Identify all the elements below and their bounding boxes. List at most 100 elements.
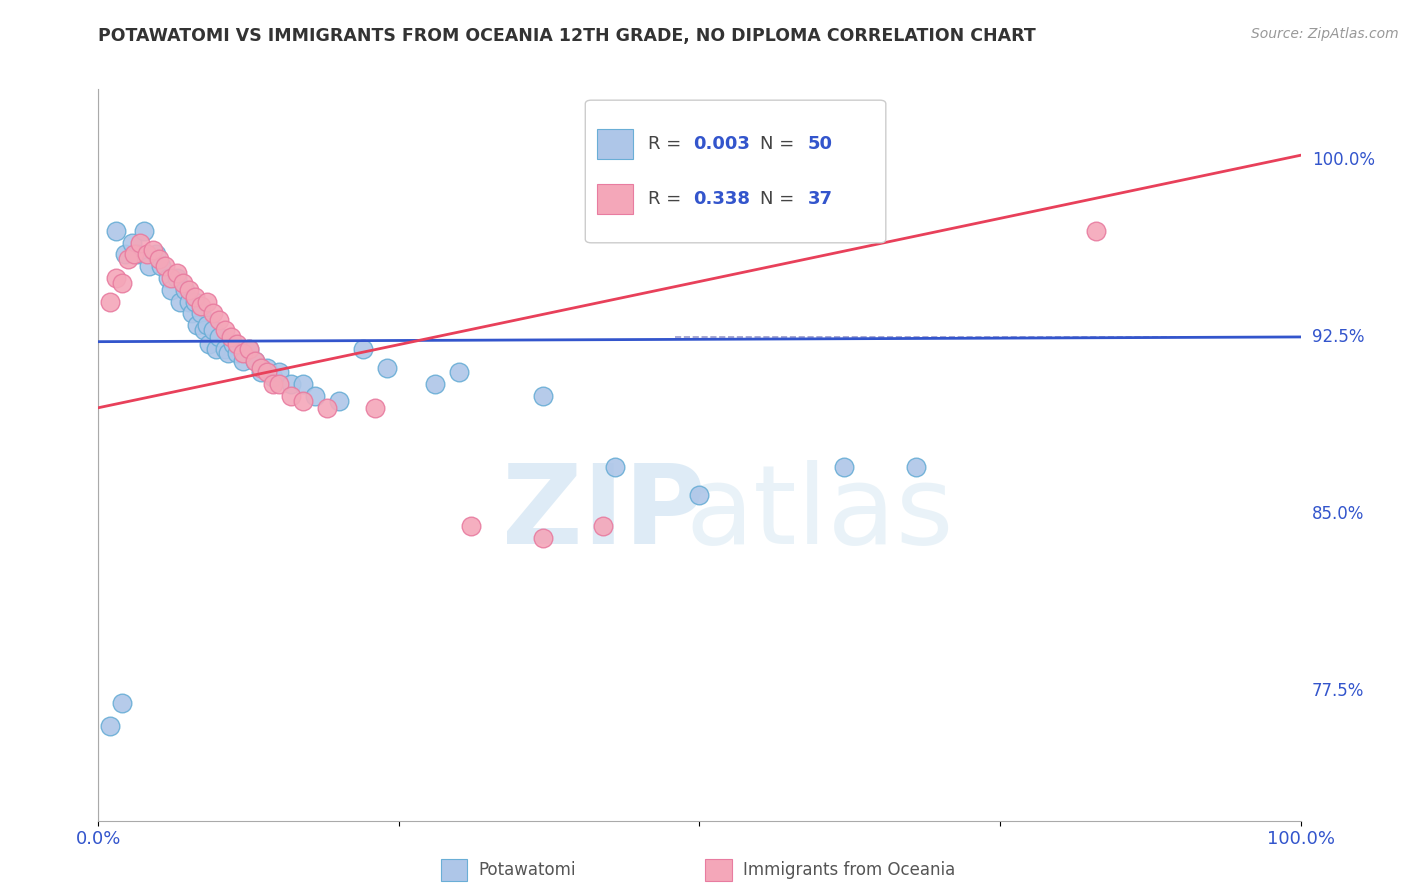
Point	[153, 259, 176, 273]
Text: 92.5%: 92.5%	[1312, 328, 1364, 346]
Point	[315, 401, 337, 415]
Point	[262, 377, 284, 392]
Point	[190, 306, 212, 320]
Point	[256, 360, 278, 375]
Point	[352, 342, 374, 356]
Point	[291, 377, 314, 392]
Point	[304, 389, 326, 403]
Point	[114, 247, 136, 261]
Point	[262, 370, 284, 384]
Point	[111, 696, 134, 710]
Point	[205, 342, 228, 356]
FancyBboxPatch shape	[706, 859, 733, 881]
Text: POTAWATOMI VS IMMIGRANTS FROM OCEANIA 12TH GRADE, NO DIPLOMA CORRELATION CHART: POTAWATOMI VS IMMIGRANTS FROM OCEANIA 12…	[98, 27, 1036, 45]
Point	[201, 323, 224, 337]
Point	[105, 224, 128, 238]
Text: ZIP: ZIP	[502, 460, 704, 567]
Text: 77.5%: 77.5%	[1312, 681, 1364, 700]
Point	[232, 353, 254, 368]
Point	[280, 377, 302, 392]
Point	[256, 365, 278, 379]
FancyBboxPatch shape	[598, 185, 633, 213]
Point	[208, 330, 231, 344]
Point	[217, 346, 239, 360]
Point	[249, 365, 271, 379]
Text: 0.003: 0.003	[693, 135, 751, 153]
Point	[243, 353, 266, 368]
Text: Source: ZipAtlas.com: Source: ZipAtlas.com	[1251, 27, 1399, 41]
Point	[225, 346, 247, 360]
Point	[267, 365, 290, 379]
Text: atlas: atlas	[686, 460, 953, 567]
Point	[291, 393, 314, 408]
Point	[460, 518, 482, 533]
Point	[238, 342, 260, 356]
Point	[166, 266, 188, 280]
Point	[100, 719, 122, 733]
Point	[219, 330, 242, 344]
Point	[904, 459, 927, 474]
Text: 0.338: 0.338	[693, 190, 751, 208]
Point	[232, 346, 254, 360]
Text: Immigrants from Oceania: Immigrants from Oceania	[742, 862, 955, 880]
Text: R =: R =	[648, 190, 686, 208]
Point	[201, 306, 224, 320]
Point	[174, 283, 197, 297]
Point	[166, 271, 188, 285]
Point	[531, 531, 554, 545]
Point	[190, 299, 212, 313]
Text: 85.0%: 85.0%	[1312, 505, 1364, 523]
Point	[148, 252, 170, 266]
Point	[121, 235, 143, 250]
Point	[117, 252, 139, 266]
Point	[177, 283, 200, 297]
Point	[181, 306, 204, 320]
Text: 100.0%: 100.0%	[1312, 151, 1375, 169]
Point	[186, 318, 208, 333]
FancyBboxPatch shape	[585, 100, 886, 243]
Point	[183, 294, 205, 309]
Point	[149, 259, 172, 273]
Text: N =: N =	[759, 135, 800, 153]
Point	[111, 276, 134, 290]
Point	[423, 377, 446, 392]
Point	[193, 323, 215, 337]
Point	[364, 401, 387, 415]
Point	[208, 313, 231, 327]
Point	[172, 276, 194, 290]
Point	[100, 294, 122, 309]
Text: Potawatomi: Potawatomi	[478, 862, 576, 880]
Point	[328, 393, 350, 408]
Point	[280, 389, 302, 403]
Point	[145, 247, 167, 261]
Point	[132, 224, 155, 238]
Point	[832, 459, 855, 474]
Point	[225, 337, 247, 351]
Point	[159, 283, 181, 297]
Point	[157, 271, 180, 285]
FancyBboxPatch shape	[441, 859, 467, 881]
Point	[375, 360, 398, 375]
Point	[124, 247, 146, 261]
Point	[214, 342, 236, 356]
Point	[531, 389, 554, 403]
Text: 50: 50	[807, 135, 832, 153]
Text: 37: 37	[807, 190, 832, 208]
Point	[198, 337, 221, 351]
Point	[135, 247, 157, 261]
Point	[214, 323, 236, 337]
Text: R =: R =	[648, 135, 686, 153]
Point	[1085, 224, 1108, 238]
Point	[592, 518, 614, 533]
Point	[222, 337, 245, 351]
Point	[141, 243, 163, 257]
Point	[605, 459, 627, 474]
Point	[267, 377, 290, 392]
Point	[447, 365, 470, 379]
Point	[159, 271, 181, 285]
Point	[129, 235, 152, 250]
Point	[125, 247, 148, 261]
Point	[243, 353, 266, 368]
Point	[238, 342, 260, 356]
FancyBboxPatch shape	[598, 129, 633, 159]
